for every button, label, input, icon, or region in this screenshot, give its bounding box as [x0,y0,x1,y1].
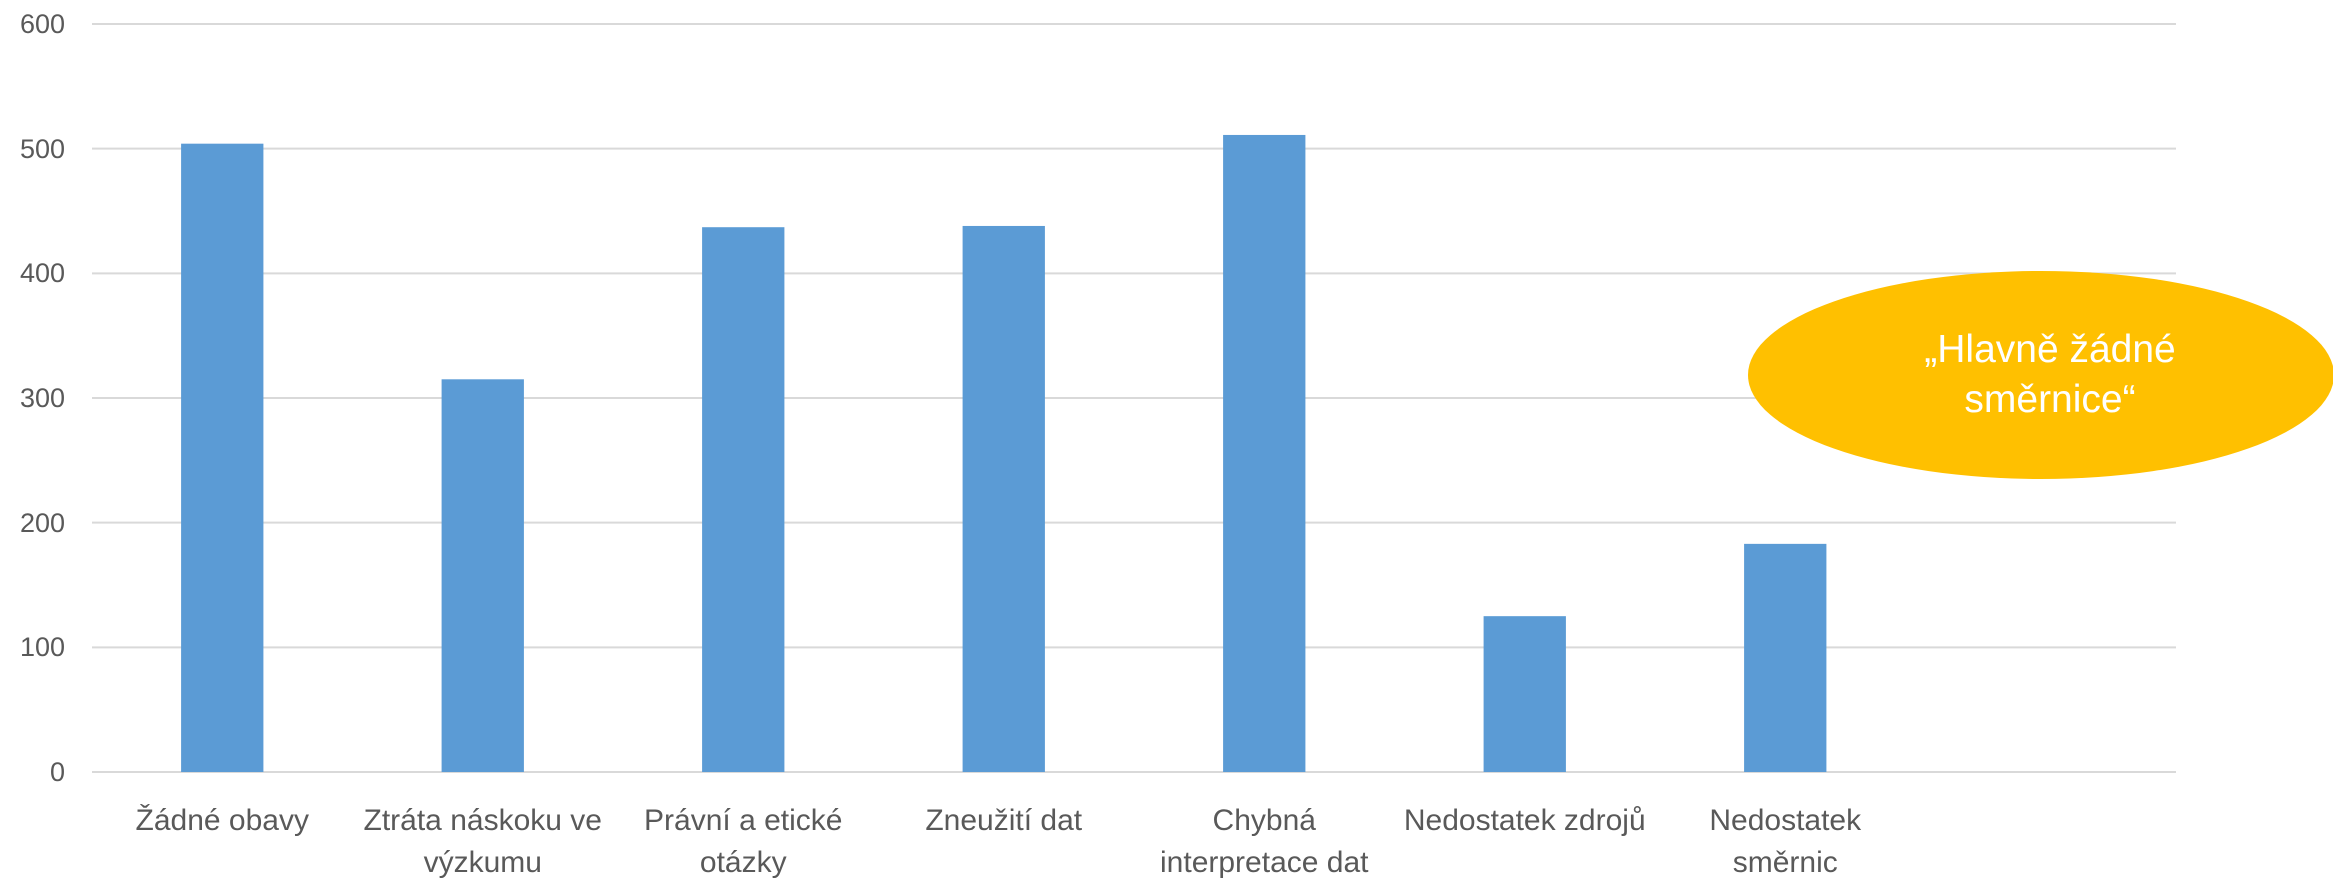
annotation-bubble [1748,271,2333,479]
y-tick-label: 400 [19,258,65,289]
bar [1483,616,1566,772]
x-tick-label: Zneužití dat [925,804,1083,837]
y-tick-label: 300 [19,383,65,413]
y-tick-label: 200 [19,507,65,538]
bar [962,225,1045,772]
bar [441,379,524,772]
bar [702,227,785,772]
x-tick-label: Právní a etické otázky [644,804,843,879]
x-tick-label: Nedostatek směrnic [1709,804,1862,879]
annotation: „Hlavně žádné směrnice“ [1924,328,2176,421]
bar [1223,134,1306,772]
x-tick-label: Nedostatek zdrojů [1403,804,1646,837]
x-tick-label: Ztráta náskoku ve výzkumu [363,804,602,879]
bar [181,143,264,772]
x-tick-label: Žádné obavy [135,804,309,837]
y-tick-label: 0 [49,757,65,787]
y-tick-label: 500 [19,133,65,164]
y-tick-label: 100 [19,632,65,663]
y-tick-label: 600 [19,9,65,39]
x-tick-label: Chybná interpretace dat [1160,804,1369,879]
bar [1744,543,1827,772]
